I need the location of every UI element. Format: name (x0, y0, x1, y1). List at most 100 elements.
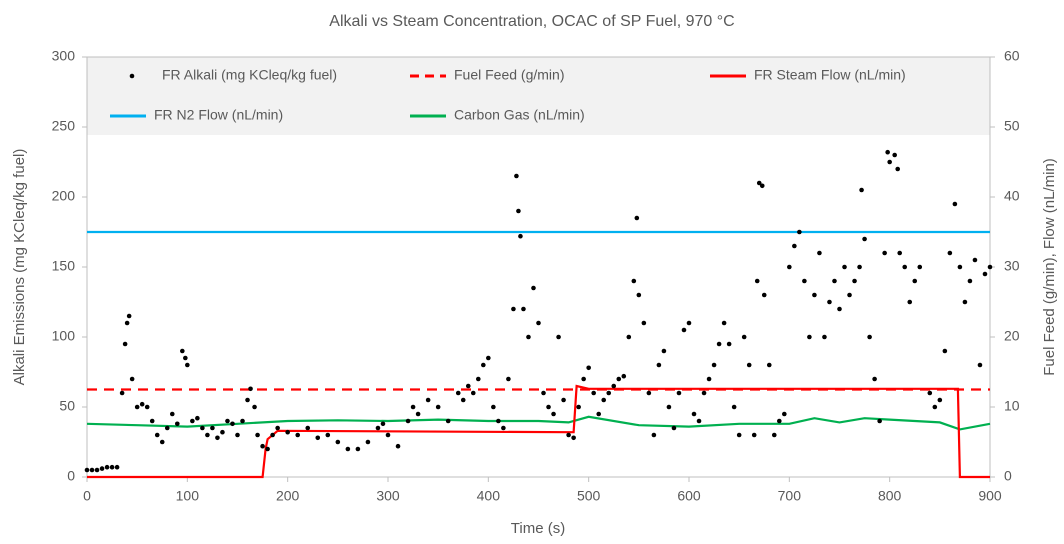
data-point (285, 429, 290, 435)
data-point (601, 397, 607, 403)
data-point (982, 271, 988, 277)
data-point (726, 341, 732, 347)
y2-tick-label: 60 (1004, 48, 1020, 64)
legend-label: FR Steam Flow (nL/min) (754, 67, 906, 83)
data-point (651, 432, 657, 438)
data-point (827, 299, 832, 305)
data-point (175, 421, 180, 427)
y-axis-label: Alkali Emissions (mg KCleq/kg fuel) (11, 149, 28, 386)
data-point (611, 383, 617, 389)
data-point (180, 348, 185, 354)
data-point (99, 466, 105, 471)
data-point (787, 264, 792, 270)
legend-label: FR Alkali (mg KCleq/kg fuel) (162, 67, 337, 83)
data-point (89, 467, 95, 473)
y2-tick-label: 30 (1004, 258, 1020, 274)
data-point (761, 292, 767, 298)
data-point (506, 376, 511, 382)
y2-axis-label: Fuel Feed (g/min), Flow (nL/min) (1041, 158, 1058, 376)
data-point (691, 411, 697, 417)
data-point (425, 397, 431, 403)
data-point (270, 432, 275, 438)
data-point (481, 362, 486, 368)
data-point (576, 404, 581, 410)
chart-title: Alkali vs Steam Concentration, OCAC of S… (329, 13, 734, 30)
data-point (696, 418, 702, 424)
data-point (531, 285, 536, 291)
data-point (812, 292, 817, 298)
y-tick-label: 150 (52, 258, 76, 274)
data-point (200, 425, 205, 431)
data-point (606, 390, 612, 396)
data-point (947, 250, 953, 256)
data-point (807, 334, 812, 340)
x-tick-label: 200 (276, 488, 300, 504)
data-point (952, 201, 958, 207)
data-point (190, 418, 195, 424)
data-point (195, 415, 200, 421)
data-point (124, 320, 130, 326)
data-point (566, 432, 571, 438)
data-point (185, 362, 190, 368)
data-point (892, 152, 897, 158)
data-point (395, 443, 401, 449)
y-tick-label: 300 (52, 48, 76, 64)
data-point (551, 411, 556, 417)
data-point (754, 278, 760, 284)
data-point (885, 149, 890, 155)
data-point (109, 464, 115, 470)
data-point (962, 299, 968, 305)
data-point (405, 418, 411, 424)
data-point (736, 432, 742, 438)
data-point (706, 376, 712, 382)
data-point (942, 348, 948, 354)
x-tick-label: 600 (677, 488, 701, 504)
data-point (937, 397, 943, 403)
x-tick-label: 0 (83, 488, 91, 504)
x-tick-label: 800 (878, 488, 902, 504)
data-point (596, 411, 601, 417)
data-point (501, 425, 506, 431)
data-point (410, 404, 416, 410)
y2-tick-label: 40 (1004, 188, 1020, 204)
data-point (541, 390, 546, 396)
data-point (721, 320, 727, 326)
data-point (149, 418, 155, 424)
data-point (521, 306, 526, 312)
y-tick-label: 250 (52, 118, 76, 134)
data-point (917, 264, 923, 270)
y-tick-label: 100 (52, 328, 76, 344)
data-point (260, 443, 265, 449)
data-point (514, 173, 519, 179)
data-point (907, 299, 913, 305)
data-point (817, 250, 822, 256)
data-point (842, 264, 847, 270)
data-point (129, 376, 135, 382)
data-point (225, 418, 230, 424)
data-point (205, 432, 210, 438)
y-tick-label: 50 (59, 398, 75, 414)
data-point (245, 397, 250, 403)
data-point (455, 390, 461, 396)
data-point (977, 362, 983, 368)
data-point (139, 401, 145, 407)
data-point (134, 404, 140, 410)
data-point (215, 435, 220, 441)
data-point (561, 397, 566, 403)
data-point (847, 292, 852, 298)
data-point (556, 334, 561, 340)
data-point (797, 229, 802, 235)
data-point (681, 327, 687, 333)
data-point (114, 464, 120, 470)
data-point (255, 432, 260, 438)
data-point (546, 404, 551, 410)
data-point (465, 383, 471, 389)
data-point (832, 278, 837, 284)
data-point (932, 404, 938, 410)
data-point (126, 313, 132, 319)
data-point (335, 439, 341, 445)
data-point (792, 243, 797, 249)
data-point (491, 404, 496, 410)
data-point (435, 404, 441, 410)
data-point (912, 278, 918, 284)
